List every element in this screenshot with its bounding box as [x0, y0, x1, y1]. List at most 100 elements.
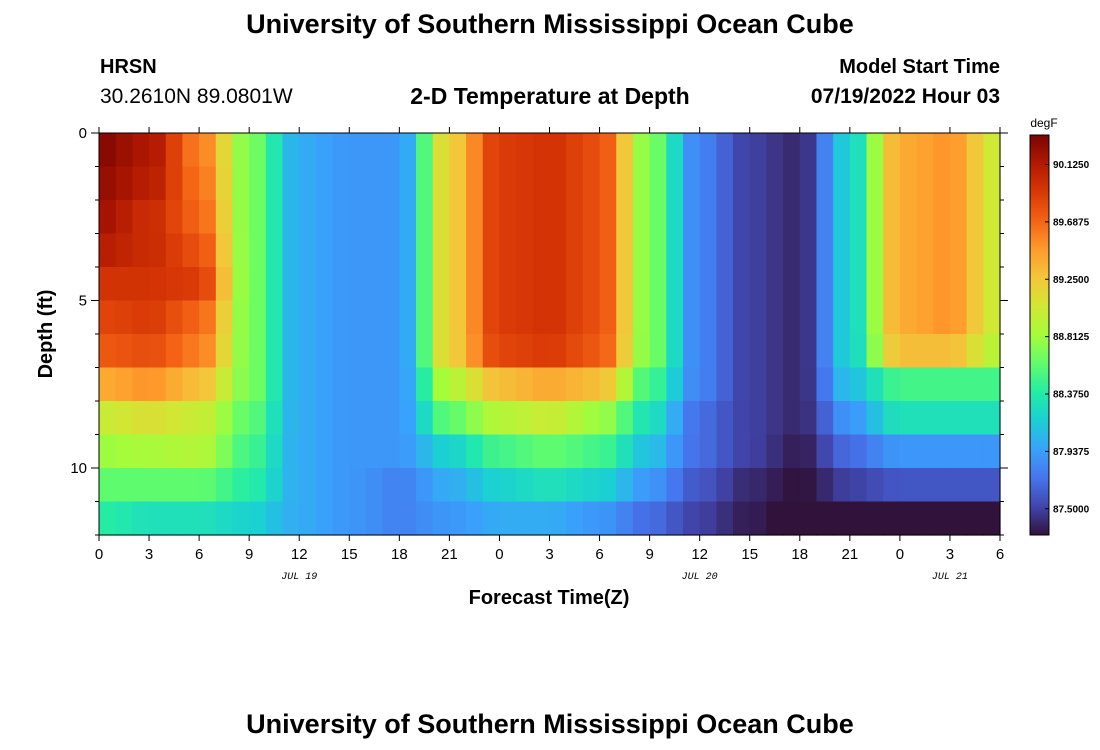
heatmap-cell [682, 468, 701, 503]
heatmap-cell [199, 434, 217, 469]
heatmap-cell [299, 166, 317, 201]
heatmap-cell [516, 133, 534, 168]
heatmap-cell [215, 233, 234, 268]
heatmap-cell [733, 401, 751, 436]
heatmap-cell [599, 267, 617, 302]
heatmap-cell [99, 300, 117, 335]
heatmap-cell [799, 367, 818, 402]
heatmap-cell [666, 300, 684, 335]
heatmap-cell [532, 267, 551, 302]
colorbar-scale [1029, 134, 1050, 536]
heatmap-cell [666, 267, 684, 302]
heatmap-cell [716, 200, 734, 235]
heatmap-cell [649, 267, 667, 302]
heatmap-cell [282, 133, 300, 168]
heatmap-cell [315, 468, 334, 503]
heatmap-cell [849, 133, 868, 168]
heatmap-cell [933, 468, 951, 503]
heatmap-cell [416, 434, 434, 469]
heatmap-cell [299, 468, 317, 503]
heatmap-cell [766, 501, 784, 536]
heatmap-cell [115, 401, 133, 436]
heatmap-cell [365, 133, 384, 168]
heatmap-cell [682, 300, 701, 335]
heatmap-cell [699, 434, 717, 469]
heatmap-cell [899, 233, 918, 268]
heatmap-cell [733, 300, 751, 335]
heatmap-cell [916, 166, 934, 201]
heatmap-cell [833, 200, 851, 235]
heatmap-cell [165, 267, 184, 302]
heatmap-cell [399, 233, 417, 268]
heatmap-cell [399, 200, 417, 235]
heatmap-cell [349, 334, 367, 369]
heatmap-cell [432, 468, 450, 503]
heatmap-cell [966, 200, 984, 235]
heatmap-cell [599, 133, 617, 168]
heatmap-cell [516, 401, 534, 436]
heatmap-cell [699, 334, 717, 369]
model-start-label: Model Start Time [839, 56, 1000, 78]
heatmap-cell [699, 200, 717, 235]
heatmap-cell [416, 267, 434, 302]
heatmap-cell [766, 133, 784, 168]
heatmap-cell [149, 468, 167, 503]
heatmap-cell [899, 334, 918, 369]
station-id: HRSN [100, 56, 157, 78]
heatmap-cell [232, 200, 250, 235]
footer-title: University of Southern Mississippi Ocean… [246, 709, 854, 739]
heatmap-cell [432, 166, 450, 201]
heatmap-cell [916, 401, 934, 436]
heatmap-cell [132, 367, 150, 402]
colorbar-tick-label: 89.2500 [1053, 275, 1090, 286]
heatmap-cell [449, 334, 467, 369]
heatmap-cell [349, 267, 367, 302]
heatmap-cell [115, 233, 133, 268]
heatmap-cell [482, 200, 501, 235]
heatmap-cell [833, 468, 851, 503]
heatmap-cell [799, 501, 818, 536]
heatmap-cell [966, 133, 984, 168]
heatmap-cell [315, 300, 334, 335]
heatmap-cell [365, 200, 384, 235]
heatmap-cell [416, 166, 434, 201]
heatmap-cell [883, 300, 901, 335]
heatmap-cell [299, 267, 317, 302]
heatmap-cell [416, 468, 434, 503]
heatmap-cell [716, 434, 734, 469]
heatmap-cell [783, 300, 801, 335]
heatmap-cell [833, 334, 851, 369]
heatmap-cell [416, 300, 434, 335]
heatmap-cell [749, 468, 768, 503]
heatmap-cell [115, 166, 133, 201]
heatmap-cell [432, 233, 450, 268]
station-coordinates: 30.2610N 89.0801W [100, 85, 293, 108]
heatmap-cell [149, 434, 167, 469]
heatmap-cell [132, 401, 150, 436]
heatmap-cell [265, 200, 284, 235]
heatmap-cell [332, 300, 350, 335]
heatmap-cell [966, 300, 984, 335]
heatmap-cell [332, 501, 350, 536]
heatmap-cell [365, 401, 384, 436]
heatmap-cell [299, 367, 317, 402]
heatmap-cell [582, 401, 601, 436]
heatmap-cell [916, 468, 934, 503]
heatmap-cell [499, 401, 517, 436]
heatmap-cell [282, 401, 300, 436]
heatmap-cell [516, 468, 534, 503]
y-tick-label: 5 [79, 293, 87, 310]
heatmap-cell [349, 367, 367, 402]
heatmap-cell [332, 367, 350, 402]
heatmap-cell [249, 468, 267, 503]
heatmap-cell [315, 200, 334, 235]
heatmap-cell [632, 367, 651, 402]
heatmap-cell [182, 468, 200, 503]
heatmap-cell [582, 501, 601, 536]
heatmap-cell [265, 233, 284, 268]
heatmap-cell [182, 233, 200, 268]
heatmap-cell [99, 401, 117, 436]
heatmap-cell [849, 300, 868, 335]
heatmap-cell [249, 300, 267, 335]
heatmap-cell [599, 200, 617, 235]
